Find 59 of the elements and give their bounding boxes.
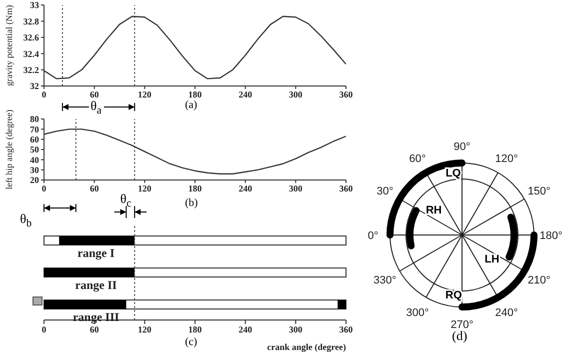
x-tick-label: 360 bbox=[339, 89, 354, 100]
category-label: 90° bbox=[454, 141, 470, 153]
y-tick-label: 60 bbox=[30, 134, 40, 145]
text: (b) bbox=[185, 197, 198, 209]
x-axis-title: crank angle (degree) bbox=[267, 342, 346, 352]
x-tick-label: 180 bbox=[188, 324, 202, 334]
text: RQ bbox=[445, 289, 462, 302]
y-tick-label: range II bbox=[75, 278, 118, 292]
x-tick-label: 240 bbox=[238, 324, 253, 334]
x-tick-label: 300 bbox=[288, 183, 303, 194]
y-tick-label: 33 bbox=[30, 0, 40, 10]
text: θ$_{b}$ bbox=[20, 211, 32, 230]
category-label: 210° bbox=[528, 274, 550, 286]
y-tick-label: 32.8 bbox=[23, 16, 40, 26]
text: (d) bbox=[452, 328, 468, 344]
y-tick-label: 32.2 bbox=[23, 64, 40, 75]
y-tick-label: 80 bbox=[30, 114, 40, 124]
category-label: 330° bbox=[374, 274, 396, 286]
x-tick-label: 0 bbox=[42, 324, 47, 334]
y-axis-title: gravity potential (Nm) bbox=[4, 5, 14, 86]
y-tick-label: range I bbox=[78, 246, 115, 260]
category-label: 0° bbox=[368, 230, 378, 242]
text: LQ bbox=[446, 168, 462, 180]
text: θ$_{c}$ bbox=[120, 191, 132, 210]
category-label: 300° bbox=[406, 307, 429, 320]
x-tick-label: 240 bbox=[238, 183, 253, 194]
y-axis-title: left hip angle (degree) bbox=[4, 110, 14, 190]
x-tick-label: 120 bbox=[138, 324, 152, 334]
category-label: 30° bbox=[376, 186, 394, 198]
text: LH bbox=[484, 253, 500, 266]
x-tick-label: 360 bbox=[339, 324, 354, 334]
y-tick-label: 70 bbox=[30, 124, 40, 134]
y-tick-label: 50 bbox=[30, 144, 40, 155]
x-tick-label: 120 bbox=[138, 183, 152, 194]
category-label: 180° bbox=[540, 230, 562, 242]
text: RH bbox=[426, 204, 442, 217]
y-tick-label: 30 bbox=[30, 165, 40, 176]
x-tick-label: 0 bbox=[42, 183, 47, 194]
x-tick-label: 300 bbox=[288, 324, 303, 334]
y-tick-label: 32 bbox=[30, 81, 40, 92]
category-label: 120° bbox=[495, 152, 518, 165]
x-tick-label: 180 bbox=[188, 89, 202, 100]
y-tick-label: 40 bbox=[30, 154, 40, 165]
category-label: 240° bbox=[495, 307, 518, 320]
y-tick-label: 20 bbox=[30, 175, 40, 186]
x-tick-label: 300 bbox=[288, 89, 303, 100]
text: (c) bbox=[185, 336, 198, 348]
x-tick-label: 240 bbox=[238, 89, 253, 100]
text: (a) bbox=[185, 99, 198, 111]
y-tick-label: 32.6 bbox=[23, 32, 40, 43]
category-label: 60° bbox=[409, 152, 426, 165]
x-tick-label: 0 bbox=[42, 89, 47, 100]
x-tick-label: 180 bbox=[188, 183, 202, 194]
x-tick-label: 360 bbox=[339, 183, 354, 194]
category-label: 270° bbox=[450, 319, 474, 331]
x-tick-label: 120 bbox=[138, 89, 152, 100]
text: θ$_{a}$ bbox=[88, 98, 104, 117]
y-tick-label: 32.4 bbox=[23, 48, 40, 59]
category-label: 150° bbox=[528, 186, 550, 198]
